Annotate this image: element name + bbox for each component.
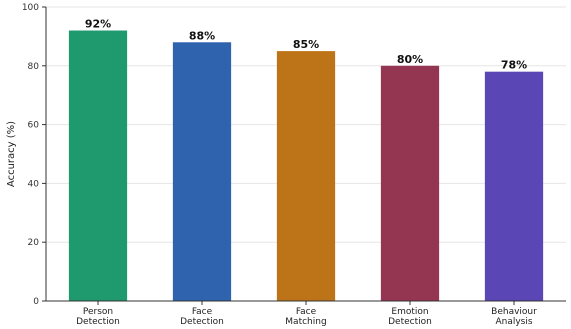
- x-tick-label-line: Behaviour: [491, 307, 537, 317]
- bars-group: [68, 30, 544, 302]
- x-tick-label-3: Emotion Detection: [388, 307, 432, 327]
- x-tick-label-line: Person: [83, 307, 113, 317]
- y-tick-label-80: 80: [28, 62, 40, 72]
- x-tick-label-line: Detection: [76, 317, 120, 327]
- y-tick-label-0: 0: [33, 297, 39, 307]
- x-tick-label-4: Behaviour Analysis: [491, 307, 537, 327]
- x-tick-label-2: Face Matching: [285, 307, 326, 327]
- x-tick-label-line: Face: [296, 307, 317, 317]
- x-tick-label-line: Detection: [180, 317, 224, 327]
- data-label-0: 92%: [85, 18, 111, 31]
- bar-4: [484, 71, 544, 302]
- bar-2: [276, 51, 336, 301]
- x-tick-label-0: Person Detection: [76, 307, 120, 327]
- x-tick-label-line: Emotion: [391, 307, 428, 317]
- x-tick-label-line: Face: [192, 307, 213, 317]
- y-tick-label-100: 100: [22, 3, 39, 13]
- y-tick-label-40: 40: [28, 179, 40, 189]
- data-label-1: 88%: [189, 29, 215, 42]
- x-tick-label-line: Matching: [285, 317, 326, 327]
- x-tick-label-line: Analysis: [495, 317, 532, 327]
- bar-1: [172, 42, 232, 301]
- bar-3: [380, 65, 440, 301]
- y-ticks-group: 0 20 40 60 80 100: [22, 3, 46, 307]
- y-axis-title: Accuracy (%): [6, 121, 17, 187]
- data-label-2: 85%: [293, 38, 319, 51]
- data-label-3: 80%: [397, 53, 423, 66]
- data-label-4: 78%: [501, 59, 527, 72]
- y-tick-label-20: 20: [28, 238, 40, 248]
- x-tick-label-1: Face Detection: [180, 307, 224, 327]
- data-labels-group: 92% 88% 85% 80% 78%: [85, 18, 527, 72]
- y-tick-label-60: 60: [28, 121, 40, 131]
- bar-0: [68, 30, 128, 302]
- x-tick-label-line: Detection: [388, 317, 432, 327]
